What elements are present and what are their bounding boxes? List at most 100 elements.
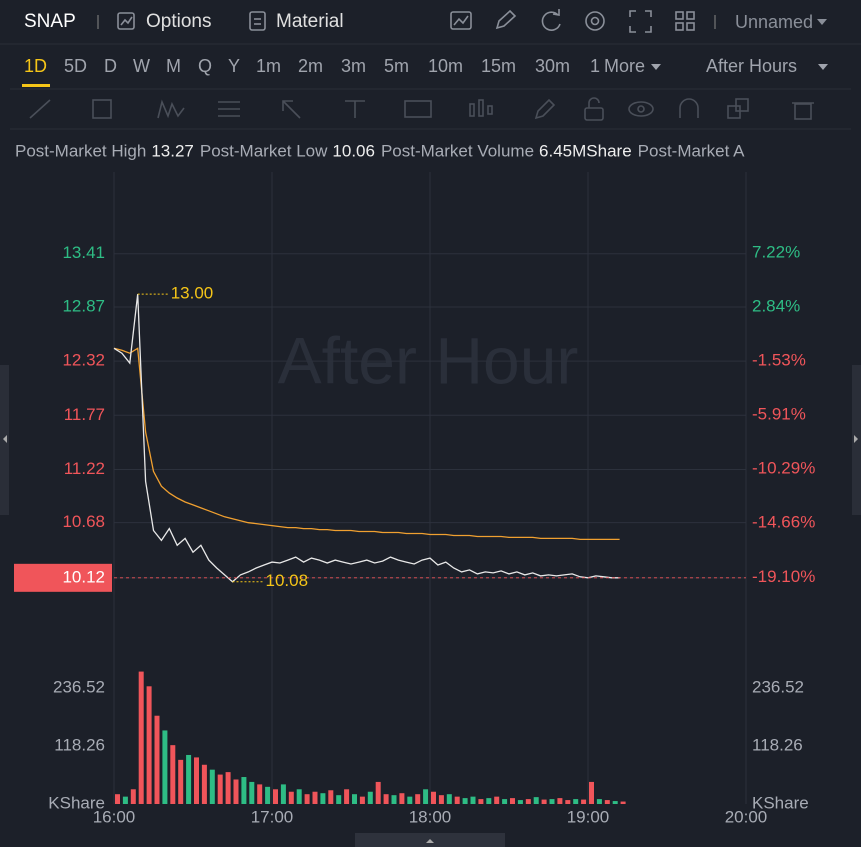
timeframe[interactable]: 1m (256, 56, 281, 76)
dropdown-caret[interactable] (651, 64, 661, 70)
scroll-arrow[interactable] (426, 839, 434, 843)
y2-tick-label: -19.10% (752, 567, 815, 586)
options-icon[interactable] (117, 12, 135, 30)
volume-bar (209, 769, 215, 804)
session-select[interactable]: After Hours (706, 56, 797, 76)
volume-bar (525, 799, 531, 804)
tab[interactable]: Material (276, 11, 344, 32)
timeframe[interactable]: 1 (590, 56, 600, 76)
y-tick-label: 12.87 (62, 296, 105, 315)
volume-tick-label: KShare (48, 793, 105, 812)
timeframe[interactable]: Y (228, 56, 240, 76)
timeframe[interactable]: Q (198, 56, 212, 76)
volume-bar (288, 791, 294, 804)
timeframe[interactable]: 3m (341, 56, 366, 76)
timeframe[interactable]: 10m (428, 56, 463, 76)
volume-bar (122, 796, 128, 804)
tab[interactable]: Options (146, 11, 211, 32)
price-line (113, 294, 620, 583)
volume-bar (549, 799, 555, 804)
y2-tick-label: -14.66% (752, 512, 815, 531)
volume-bar (130, 789, 136, 804)
x-tick-label: 20:00 (725, 807, 768, 826)
volume-bar (352, 794, 357, 804)
volume-bar (367, 791, 373, 804)
watermark: After Hour (278, 323, 579, 397)
volume-bar (533, 797, 539, 804)
volume-bar (399, 793, 405, 804)
timeframe[interactable]: 2m (298, 56, 323, 76)
volume-tick-label: 236.52 (53, 677, 105, 696)
dropdown-caret[interactable] (817, 19, 827, 25)
volume-bar (510, 798, 515, 804)
volume-bar (423, 789, 429, 804)
volume-bar (146, 686, 152, 804)
y-tick-label: 11.22 (64, 459, 105, 478)
volume-bar (296, 789, 302, 804)
volume-bar (375, 781, 381, 804)
fullscreen-icon[interactable] (629, 10, 652, 33)
volume-bar (565, 800, 571, 804)
dropdown-caret[interactable] (818, 64, 828, 70)
volume-bar (604, 800, 610, 804)
volume-bar (312, 791, 318, 804)
x-tick-label: 17:00 (251, 807, 294, 826)
toolbar-icons (450, 9, 716, 33)
x-tick-label: 18:00 (409, 807, 452, 826)
draw-icon[interactable] (495, 9, 517, 30)
symbol[interactable]: SNAP (24, 11, 76, 32)
volume-bar (225, 772, 231, 804)
volume-tick-label: KShare (752, 793, 809, 812)
volume-bar (162, 730, 168, 804)
timeframe[interactable]: 1D (24, 56, 47, 76)
timeframe[interactable]: 5m (384, 56, 409, 76)
settings-icon[interactable] (585, 11, 605, 31)
info-label: Post-Market Volume (381, 141, 534, 160)
info-value: 13.27 (151, 141, 194, 160)
drawing-tools (29, 97, 814, 121)
y-tick-label: 11.77 (64, 405, 105, 424)
x-tick-label: 16:00 (93, 807, 136, 826)
average-line (113, 347, 620, 541)
info-value: 6.45MShare (539, 141, 632, 160)
more-button[interactable]: More (604, 56, 645, 76)
volume-bar (241, 777, 247, 804)
price-tag (14, 563, 112, 592)
volume-bar (273, 789, 278, 804)
volume-bar (391, 795, 397, 804)
volume-bar (596, 799, 602, 804)
material-icon[interactable] (249, 11, 266, 31)
info-value: 10.06 (332, 141, 375, 160)
volume-tick-label: 236.52 (752, 677, 804, 696)
volume-bar (541, 799, 547, 804)
timeframe[interactable]: D (104, 56, 117, 76)
volume-bar (280, 784, 286, 804)
refresh-icon[interactable] (541, 9, 561, 31)
volume-tick-label: 118.26 (54, 735, 105, 754)
volume-bar (249, 781, 255, 804)
y2-tick-label: 7.22% (752, 243, 800, 262)
volume-bar (178, 759, 184, 804)
layout-icon[interactable] (675, 11, 695, 31)
timeframe[interactable]: 5D (64, 56, 87, 76)
volume-bar (470, 796, 476, 804)
volume-bar (407, 796, 413, 804)
volume-bar (320, 793, 326, 804)
volume-bar (154, 715, 160, 804)
layout-name[interactable]: Unnamed (735, 12, 813, 32)
side-arrow[interactable] (854, 435, 858, 443)
indicator-icon[interactable] (450, 11, 472, 30)
side-arrow[interactable] (3, 435, 7, 443)
volume-bar (328, 790, 334, 804)
volume-bar (170, 745, 176, 804)
timeframe[interactable]: W (133, 56, 150, 76)
y2-tick-label: 2.84% (752, 297, 800, 316)
timeframe[interactable]: 30m (535, 56, 570, 76)
y-tick-label: 10.68 (62, 512, 105, 531)
timeframe[interactable]: M (166, 56, 181, 76)
volume-bar (454, 796, 460, 804)
volume-bar (494, 796, 500, 804)
timeframe[interactable]: 15m (481, 56, 516, 76)
volume-bar (486, 798, 492, 804)
